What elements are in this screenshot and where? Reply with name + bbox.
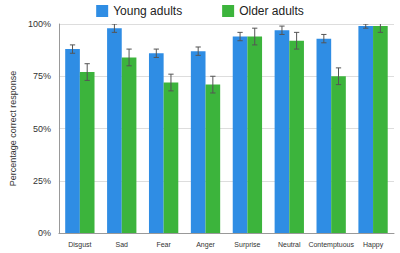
svg-text:Surprise: Surprise bbox=[234, 241, 260, 249]
svg-text:75%: 75% bbox=[33, 71, 51, 81]
svg-text:Fear: Fear bbox=[156, 241, 171, 248]
svg-text:Happy: Happy bbox=[363, 241, 384, 249]
svg-text:Neutral: Neutral bbox=[278, 241, 301, 248]
svg-text:Sad: Sad bbox=[116, 241, 129, 248]
svg-text:25%: 25% bbox=[33, 176, 51, 186]
svg-text:Young adults: Young adults bbox=[113, 4, 182, 18]
svg-text:Older adults: Older adults bbox=[239, 4, 304, 18]
svg-text:50%: 50% bbox=[33, 124, 51, 134]
svg-text:100%: 100% bbox=[28, 19, 51, 29]
svg-text:Anger: Anger bbox=[196, 241, 215, 249]
svg-text:Contemptuous: Contemptuous bbox=[308, 241, 354, 249]
svg-text:Disgust: Disgust bbox=[68, 241, 91, 249]
svg-text:0%: 0% bbox=[38, 228, 51, 238]
svg-text:Percentage correct response: Percentage correct response bbox=[8, 71, 18, 187]
